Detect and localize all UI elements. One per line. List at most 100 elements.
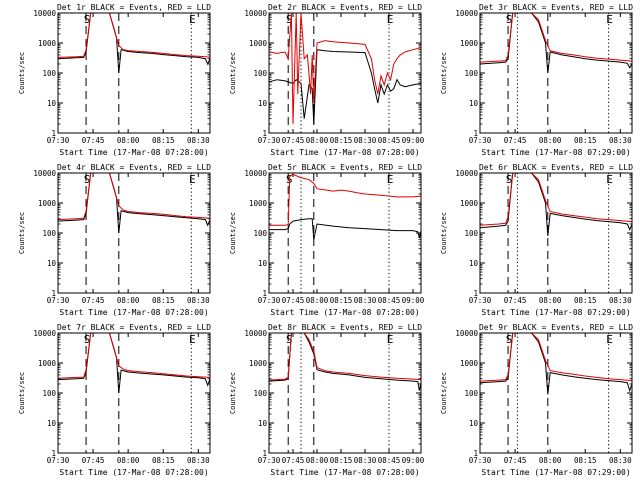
x-tick-label: 08:00: [539, 136, 562, 145]
x-tick-label: 08:00: [117, 456, 140, 465]
marker-label: S: [286, 13, 293, 26]
y-tick-label: 100: [42, 69, 56, 78]
x-tick-label: 08:15: [152, 456, 175, 465]
y-tick-label: 1000: [460, 39, 479, 48]
plot-frame: [57, 172, 211, 294]
chart-title: Det 4r BLACK = Events, RED = LLD: [57, 163, 211, 172]
x-axis-label: Start Time (17-Mar-08 07:29:00): [481, 468, 630, 477]
series-lld-line: [480, 333, 632, 382]
chart-panel: Det 6r BLACK = Events, RED = LLD Start Ti…: [440, 163, 633, 317]
marker-label: E: [387, 13, 394, 26]
y-tick-label: 10: [258, 259, 268, 268]
x-tick-label: 08:00: [539, 456, 562, 465]
y-tick-label: 10000: [244, 329, 267, 338]
chart-title: Det 7r BLACK = Events, RED = LLD: [57, 323, 211, 332]
y-tick-label: 100: [253, 389, 267, 398]
x-tick-label: 08:15: [330, 296, 353, 305]
series-lld-line: [269, 173, 421, 226]
y-tick-label: 100: [464, 69, 478, 78]
marker-label: S: [506, 13, 513, 26]
plot-frame: [57, 12, 211, 134]
y-tick-label: 1: [473, 129, 478, 138]
x-tick-label: 08:30: [187, 296, 210, 305]
y-tick-label: 100: [42, 389, 56, 398]
y-tick-label: 10: [469, 419, 479, 428]
x-axis-label: Start Time (17-Mar-08 07:28:00): [59, 468, 208, 477]
y-tick-label: 100: [464, 389, 478, 398]
series-lld-line: [480, 173, 632, 226]
series-lld-line: [58, 13, 210, 58]
x-tick-label: 07:45: [82, 136, 105, 145]
x-tick-label: 08:45: [378, 296, 401, 305]
y-tick-label: 10: [469, 99, 479, 108]
marker-label: S: [84, 333, 91, 346]
y-tick-label: 1: [51, 129, 56, 138]
marker-label: E: [387, 173, 394, 186]
y-tick-label: 1: [262, 449, 267, 458]
x-tick-label: 08:45: [378, 456, 401, 465]
marker-label: S: [506, 173, 513, 186]
series-events-line: [58, 173, 210, 234]
x-tick-label: 08:30: [609, 296, 632, 305]
y-tick-label: 10: [47, 99, 57, 108]
x-tick-label: 08:00: [306, 456, 329, 465]
y-tick-label: 10: [47, 259, 57, 268]
x-tick-label: 07:30: [469, 456, 492, 465]
marker-label: E: [189, 13, 196, 26]
y-tick-label: 1000: [249, 359, 268, 368]
x-tick-label: 08:15: [330, 136, 353, 145]
y-tick-label: 10000: [455, 9, 478, 18]
y-tick-label: 10000: [33, 329, 56, 338]
series-lld-line: [58, 333, 210, 379]
y-axis-label: Counts/sec: [18, 372, 26, 414]
series-lld-line: [269, 333, 421, 381]
y-tick-label: 10000: [33, 9, 56, 18]
chart-panel: Det 5r BLACK = Events, RED = LLD Start Ti…: [229, 163, 425, 317]
series-lld-line: [269, 13, 421, 125]
x-tick-label: 07:30: [258, 456, 281, 465]
y-tick-label: 10: [258, 419, 268, 428]
x-tick-label: 08:15: [152, 296, 175, 305]
y-tick-label: 10: [258, 99, 268, 108]
chart-panel: Det 9r BLACK = Events, RED = LLD Start Ti…: [440, 323, 633, 477]
series-events-line: [58, 333, 210, 394]
y-tick-label: 100: [253, 229, 267, 238]
x-axis-label: Start Time (17-Mar-08 07:29:00): [481, 308, 630, 317]
x-tick-label: 08:30: [187, 136, 210, 145]
y-tick-label: 10: [47, 419, 57, 428]
x-tick-label: 09:00: [402, 456, 425, 465]
y-axis-label: Counts/sec: [18, 52, 26, 94]
y-tick-label: 1: [473, 289, 478, 298]
series-events-line: [58, 13, 210, 74]
plot-frame: [268, 172, 422, 294]
y-axis-label: Counts/sec: [18, 212, 26, 254]
marker-label: E: [606, 173, 613, 186]
chart-title: Det 2r BLACK = Events, RED = LLD: [268, 3, 422, 12]
y-tick-label: 100: [253, 69, 267, 78]
marker-label: S: [506, 333, 513, 346]
x-tick-label: 08:00: [539, 296, 562, 305]
y-tick-label: 1: [473, 449, 478, 458]
series-events-line: [269, 218, 421, 240]
plot-frame: [268, 12, 422, 134]
x-tick-label: 08:15: [574, 136, 597, 145]
x-tick-label: 08:30: [609, 136, 632, 145]
x-tick-label: 07:30: [47, 136, 70, 145]
x-tick-label: 08:15: [152, 136, 175, 145]
x-tick-label: 07:45: [282, 296, 305, 305]
x-tick-label: 07:30: [258, 296, 281, 305]
marker-label: E: [606, 13, 613, 26]
x-tick-label: 07:30: [258, 136, 281, 145]
chart-panel: Det 3r BLACK = Events, RED = LLD Start Ti…: [440, 3, 633, 157]
chart-title: Det 6r BLACK = Events, RED = LLD: [479, 163, 633, 172]
marker-label: E: [387, 333, 394, 346]
x-tick-label: 07:45: [82, 296, 105, 305]
chart-panel: Det 1r BLACK = Events, RED = LLD Start Ti…: [18, 3, 211, 157]
x-tick-label: 09:00: [402, 296, 425, 305]
x-axis-label: Start Time (17-Mar-08 07:29:00): [481, 148, 630, 157]
x-tick-label: 07:45: [282, 136, 305, 145]
y-tick-label: 1000: [38, 39, 57, 48]
y-axis-label: Counts/sec: [440, 52, 448, 94]
x-tick-label: 07:30: [469, 296, 492, 305]
